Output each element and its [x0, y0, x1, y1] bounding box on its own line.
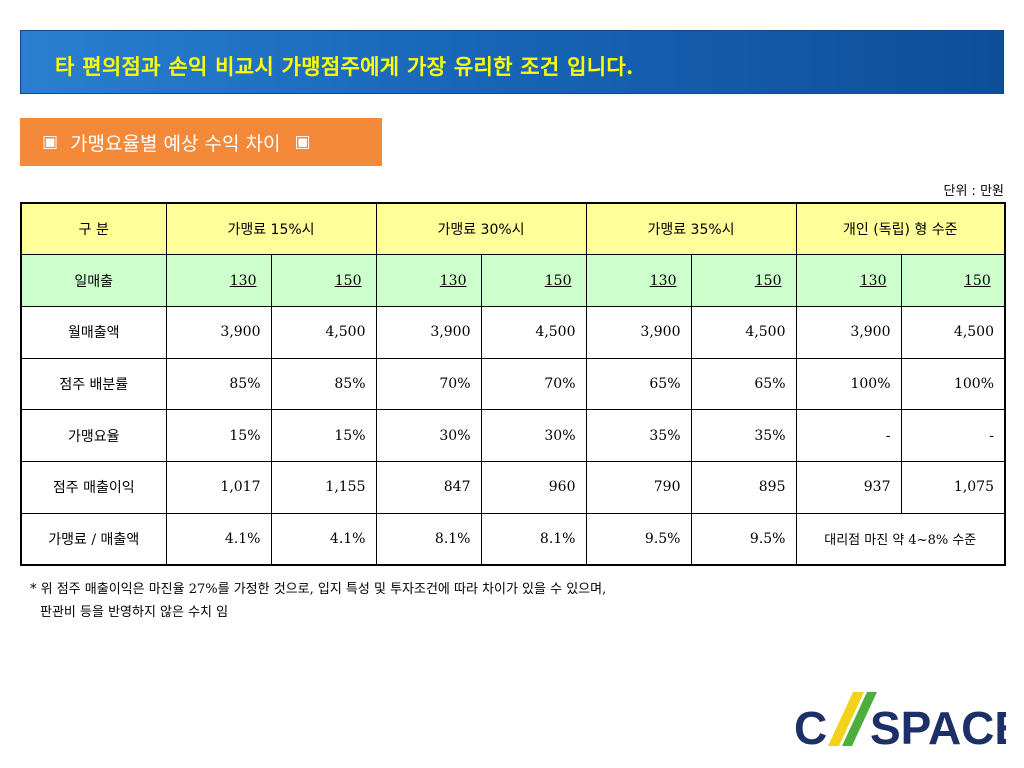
- table-cell: 15%: [270, 409, 377, 462]
- table-cell: 130: [165, 254, 272, 307]
- header-group: 개인 (독립) 형 수준: [795, 202, 1006, 256]
- table-cell: 9.5%: [585, 512, 692, 566]
- table-cell: 100%: [900, 357, 1006, 411]
- margin-note-cell: 대리점 마진 약 4~8% 수준: [795, 512, 1006, 566]
- row-label: 가맹료 / 매출액: [20, 512, 167, 566]
- table-row: 가맹료 / 매출액 4.1% 4.1% 8.1% 8.1% 9.5% 9.5% …: [20, 512, 1006, 566]
- table-cell: 150: [900, 254, 1006, 307]
- table-cell: 3,900: [795, 305, 902, 359]
- table-cell: 4.1%: [270, 512, 377, 566]
- table-cell: 35%: [585, 409, 692, 462]
- table-cell: 8.1%: [480, 512, 587, 566]
- table-cell: 3,900: [375, 305, 482, 359]
- table-cell: 9.5%: [690, 512, 797, 566]
- square-bullet-icon: ▣: [42, 132, 59, 152]
- header-group: 가맹료 15%시: [165, 202, 377, 256]
- table-cell: 790: [585, 460, 692, 514]
- table-cell: -: [795, 409, 902, 462]
- table-cell: 150: [690, 254, 797, 307]
- square-bullet-icon: ▣: [294, 132, 311, 152]
- svg-text:SPACE: SPACE: [870, 702, 1006, 750]
- table-cell: 30%: [480, 409, 587, 462]
- table-cell: 85%: [270, 357, 377, 411]
- header-group: 가맹료 30%시: [375, 202, 587, 256]
- table-cell: 30%: [375, 409, 482, 462]
- table-header-row: 구 분 가맹료 15%시 가맹료 30%시 가맹료 35%시 개인 (독립) 형…: [20, 202, 1006, 256]
- table-cell: 4,500: [690, 305, 797, 359]
- table-cell: 130: [795, 254, 902, 307]
- table-cell: 70%: [375, 357, 482, 411]
- footnote-line: 판관비 등을 반영하지 않은 수치 임: [40, 605, 229, 620]
- cspace-logo: C SPACE: [794, 692, 1006, 750]
- table-cell: 130: [375, 254, 482, 307]
- row-label: 점주 배분률: [20, 357, 167, 411]
- table-cell: 150: [480, 254, 587, 307]
- table-cell: 1,155: [270, 460, 377, 514]
- table-cell: 3,900: [585, 305, 692, 359]
- row-label: 일매출: [20, 254, 167, 307]
- footnote: * 위 점주 매출이익은 마진율 27%를 가정한 것으로, 입지 특성 및 투…: [30, 578, 606, 624]
- unit-note: 단위 : 만원: [943, 184, 1005, 199]
- header-group: 가맹료 35%시: [585, 202, 797, 256]
- table-cell: 35%: [690, 409, 797, 462]
- table-row: 점주 매출이익 1,017 1,155 847 960 790 895 937 …: [20, 460, 1006, 514]
- table-cell: 65%: [690, 357, 797, 411]
- table-cell: 4.1%: [165, 512, 272, 566]
- daily-sales-row: 일매출 130 150 130 150 130 150 130 150: [20, 254, 1006, 307]
- table-row: 가맹요율 15% 15% 30% 30% 35% 35% - -: [20, 409, 1006, 462]
- row-label: 점주 매출이익: [20, 460, 167, 514]
- table-cell: 960: [480, 460, 587, 514]
- row-label: 가맹요율: [20, 409, 167, 462]
- footnote-line: * 위 점주 매출이익은 마진율 27%를 가정한 것으로, 입지 특성 및 투…: [30, 582, 607, 597]
- section-title: 가맹요율별 예상 수익 차이: [70, 132, 281, 155]
- table-cell: 70%: [480, 357, 587, 411]
- section-label: ▣ 가맹요율별 예상 수익 차이 ▣: [20, 118, 382, 166]
- table-cell: 4,500: [900, 305, 1006, 359]
- table-cell: 847: [375, 460, 482, 514]
- table-cell: 4,500: [270, 305, 377, 359]
- table-cell: 8.1%: [375, 512, 482, 566]
- table-cell: -: [900, 409, 1006, 462]
- table-cell: 130: [585, 254, 692, 307]
- header-corner: 구 분: [20, 202, 167, 256]
- table-cell: 1,017: [165, 460, 272, 514]
- table-cell: 100%: [795, 357, 902, 411]
- table-cell: 937: [795, 460, 902, 514]
- svg-text:C: C: [794, 702, 827, 750]
- table-cell: 895: [690, 460, 797, 514]
- profit-comparison-table: 구 분 가맹료 15%시 가맹료 30%시 가맹료 35%시 개인 (독립) 형…: [20, 202, 1006, 566]
- table-cell: 65%: [585, 357, 692, 411]
- table-cell: 3,900: [165, 305, 272, 359]
- table-cell: 150: [270, 254, 377, 307]
- table-cell: 1,075: [900, 460, 1006, 514]
- table-row: 점주 배분률 85% 85% 70% 70% 65% 65% 100% 100%: [20, 357, 1006, 411]
- table-cell: 85%: [165, 357, 272, 411]
- header-banner: 타 편의점과 손익 비교시 가맹점주에게 가장 유리한 조건 입니다.: [20, 30, 1004, 94]
- row-label: 월매출액: [20, 305, 167, 359]
- table-row: 월매출액 3,900 4,500 3,900 4,500 3,900 4,500…: [20, 305, 1006, 359]
- table-cell: 4,500: [480, 305, 587, 359]
- page-title: 타 편의점과 손익 비교시 가맹점주에게 가장 유리한 조건 입니다.: [55, 54, 634, 79]
- table-cell: 15%: [165, 409, 272, 462]
